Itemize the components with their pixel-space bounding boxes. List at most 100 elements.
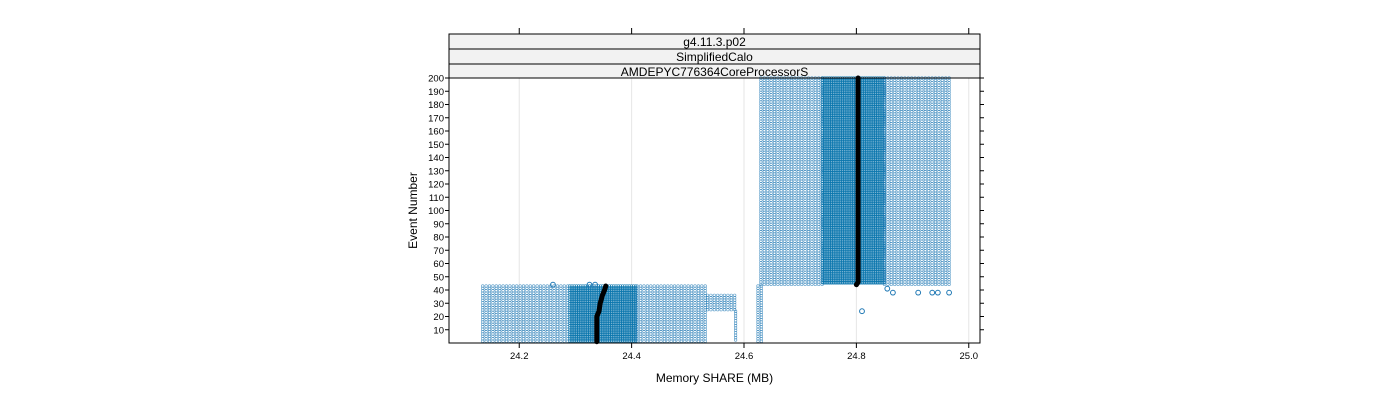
point-1-85	[574, 299, 579, 304]
point-1-32	[570, 297, 574, 301]
point-1-498	[609, 293, 614, 297]
point-1-541	[612, 330, 616, 334]
point-1-206	[583, 337, 587, 341]
point-1-737	[629, 304, 634, 308]
point-1-463	[605, 330, 609, 334]
point-1-192	[583, 306, 587, 310]
point-1-615	[618, 321, 623, 326]
point-1-232	[585, 337, 590, 341]
point-1-582	[616, 306, 620, 310]
point-1-686	[625, 306, 629, 310]
point-1-749	[629, 330, 634, 334]
point-1-621	[618, 335, 623, 339]
point-1-707	[627, 295, 631, 299]
point-1-106	[576, 288, 581, 293]
point-1-594	[616, 332, 620, 337]
point-1-665	[623, 317, 627, 321]
point-1-779	[631, 339, 636, 343]
point-1-768	[631, 315, 636, 319]
point-1-269	[590, 304, 594, 308]
point-1-635	[620, 308, 625, 312]
point-1-22	[568, 332, 572, 337]
point-1-213	[585, 295, 590, 299]
point-1-271	[590, 308, 594, 312]
point-1-469	[607, 286, 612, 290]
point-1-612	[618, 315, 623, 319]
point-1-548	[614, 288, 618, 293]
point-1-285	[590, 339, 594, 343]
point-1-527	[612, 299, 616, 304]
point-3-48	[726, 308, 730, 312]
point-1-480	[607, 310, 612, 315]
point-1-33	[570, 299, 574, 304]
point-1-130	[579, 284, 583, 288]
point-1-119	[576, 317, 581, 321]
point-1-21	[568, 330, 572, 334]
point-1-429	[603, 313, 607, 317]
point-1-760	[631, 297, 636, 301]
point-1-780	[634, 284, 638, 288]
point-1-414	[601, 337, 605, 341]
point-band-2	[635, 284, 707, 343]
point-1-148	[579, 324, 583, 328]
point-1-146	[579, 319, 583, 323]
point-1-70	[572, 324, 576, 328]
point-1-228	[585, 328, 590, 332]
point-1-435	[603, 326, 607, 330]
point-1-96	[574, 324, 579, 328]
point-3-41	[722, 308, 727, 312]
point-1-87	[574, 304, 579, 308]
point-1-713	[627, 308, 631, 312]
point-1-478	[607, 306, 612, 310]
point-1-702	[627, 284, 631, 288]
point-1-672	[623, 332, 627, 337]
point-1-202	[583, 328, 587, 332]
point-1-134	[579, 293, 583, 297]
point-1-535	[612, 317, 616, 321]
point-1-133	[579, 291, 583, 295]
point-1-650	[623, 284, 627, 288]
top-axis-ticks	[518, 28, 970, 34]
point-1-253	[587, 326, 592, 330]
point-1-549	[614, 291, 618, 295]
point-1-66	[572, 315, 576, 319]
point-1-210	[585, 288, 590, 293]
point-1-581	[616, 304, 620, 308]
point-1-699	[625, 335, 629, 339]
point-1-265	[590, 295, 594, 299]
point-1-536	[612, 319, 616, 323]
point-1-436	[603, 328, 607, 332]
point-1-547	[614, 286, 618, 290]
point-1-223	[585, 317, 590, 321]
point-1-189	[583, 299, 587, 304]
point-1-88	[574, 306, 579, 310]
point-1-667	[623, 321, 627, 326]
point-1-750	[629, 332, 634, 337]
point-3-34	[719, 308, 723, 312]
point-1-475	[607, 299, 612, 304]
point-1-169	[581, 313, 585, 317]
point-1-565	[614, 326, 618, 330]
point-1-164	[581, 302, 585, 306]
point-1-452	[605, 306, 609, 310]
point-1-698	[625, 332, 629, 337]
point-1-224	[585, 319, 590, 323]
point-1-675	[623, 339, 627, 343]
point-1-695	[625, 326, 629, 330]
strip-3: AMDEPYC776364CoreProcessorS	[448, 63, 981, 79]
point-1-252	[587, 324, 592, 328]
point-1-57	[572, 295, 576, 299]
point-1-748	[629, 328, 634, 332]
point-1-451	[605, 304, 609, 308]
point-1-92	[574, 315, 579, 319]
point-1-598	[618, 284, 623, 288]
point-1-584	[616, 310, 620, 315]
point-1-270	[590, 306, 594, 310]
point-1-490	[607, 332, 612, 337]
point-1-668	[623, 324, 627, 328]
point-1-61	[572, 304, 576, 308]
point-1-529	[612, 304, 616, 308]
point-1-233	[585, 339, 590, 343]
point-1-597	[616, 339, 620, 343]
point-1-696	[625, 328, 629, 332]
